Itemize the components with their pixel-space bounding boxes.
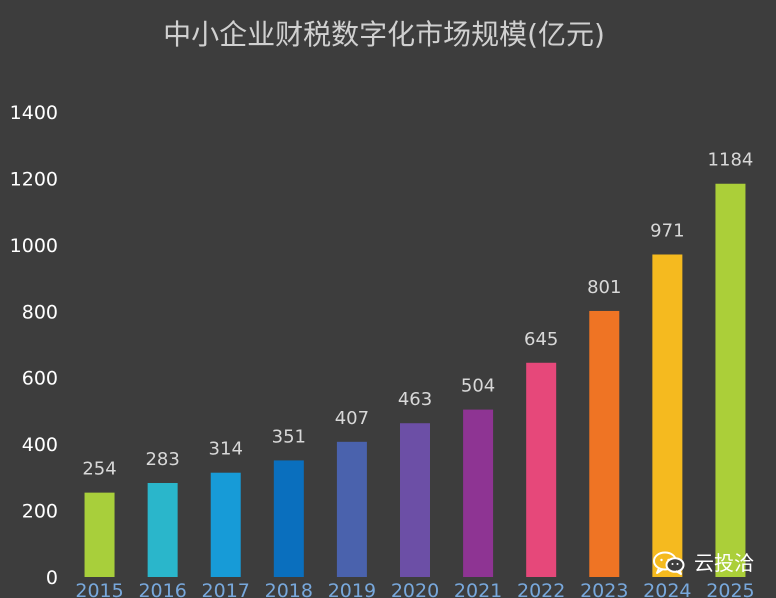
x-tick-label-2024: 2024 — [643, 580, 691, 598]
data-label-2016: 283 — [145, 449, 179, 470]
bar-2024 — [652, 254, 683, 577]
y-tick-label: 200 — [22, 501, 58, 523]
x-tick-label-2018: 2018 — [265, 580, 313, 598]
y-axis: 0 200 400 600 800 1000 1200 1400 — [10, 102, 58, 589]
data-label-2022: 645 — [524, 329, 558, 350]
y-tick-label: 600 — [22, 368, 58, 390]
x-tick-label-2015: 2015 — [75, 580, 123, 598]
bar-2017 — [210, 472, 241, 577]
data-label-2019: 407 — [335, 408, 369, 429]
bar-2021 — [463, 409, 494, 577]
data-labels: 254 283 314 351 407 463 504 645 801 971 1184 — [82, 150, 753, 480]
data-label-2018: 351 — [272, 426, 306, 447]
y-tick-label: 1000 — [10, 235, 58, 257]
watermark-text: 云投洽 — [694, 551, 754, 575]
x-tick-label-2025: 2025 — [706, 580, 754, 598]
wechat-icon — [653, 551, 685, 575]
y-tick-label: 0 — [46, 567, 58, 589]
y-tick-label: 1200 — [10, 168, 58, 190]
data-label-2021: 504 — [461, 376, 495, 397]
x-tick-label-2021: 2021 — [454, 580, 502, 598]
data-label-2017: 314 — [209, 439, 243, 460]
bar-2022 — [526, 362, 557, 577]
y-tick-label: 800 — [22, 301, 58, 323]
data-label-2020: 463 — [398, 389, 432, 410]
x-tick-label-2019: 2019 — [328, 580, 376, 598]
x-tick-label-2023: 2023 — [580, 580, 628, 598]
y-tick-label: 1400 — [10, 102, 58, 124]
watermark: 云投洽 — [652, 550, 754, 576]
x-tick-label-2016: 2016 — [138, 580, 186, 598]
bar-2016 — [147, 483, 178, 577]
bar-2025 — [715, 183, 746, 577]
data-label-2015: 254 — [82, 459, 116, 480]
data-label-2024: 971 — [650, 220, 684, 241]
x-tick-label-2022: 2022 — [517, 580, 565, 598]
bars — [84, 183, 746, 577]
x-axis: 2015 2016 2017 2018 2019 2020 2021 2022 2023 2024… — [75, 580, 754, 598]
data-label-2025: 1184 — [708, 150, 754, 171]
bar-2019 — [336, 441, 367, 577]
bar-2023 — [589, 310, 620, 577]
data-label-2023: 801 — [587, 277, 621, 298]
bar-2020 — [400, 423, 430, 577]
x-tick-label-2017: 2017 — [202, 580, 250, 598]
bar-2015 — [84, 492, 115, 577]
chart-title: 中小企业财税数字化市场规模(亿元) — [163, 18, 605, 51]
bar-2018 — [273, 460, 304, 577]
y-tick-label: 400 — [22, 434, 58, 456]
x-tick-label-2020: 2020 — [391, 580, 439, 598]
